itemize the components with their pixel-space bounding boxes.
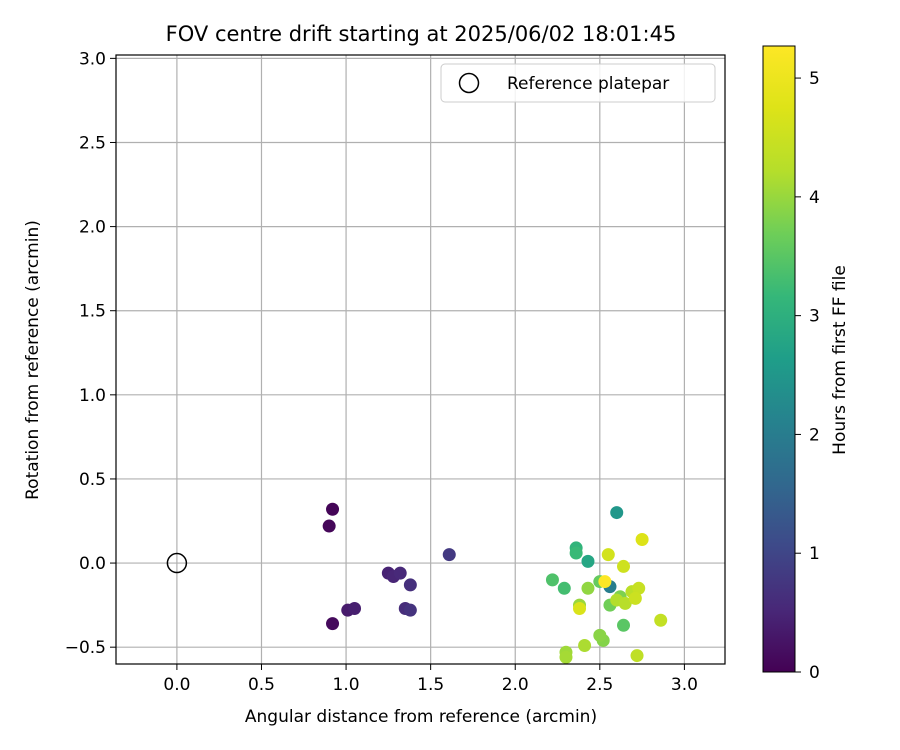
colorbar: 0 1 2 3 4 5 Hours from first FF file [762,45,850,683]
data-point [601,548,615,562]
colorbar-gradient [762,45,796,673]
data-point [654,613,668,627]
y-tick-label: 3.0 [79,49,106,69]
colorbar-tick-label: 1 [809,544,820,564]
x-tick-label: 1.0 [333,675,360,695]
data-point [545,573,559,587]
x-tick-label: 3.0 [671,675,698,695]
data-point [593,628,607,642]
legend: Reference platepar [440,63,716,103]
data-point [618,596,632,610]
y-tick-label: 0.5 [79,470,106,490]
data-point [578,638,592,652]
data-point [581,554,595,568]
plot-frame [115,54,726,665]
data-point [326,617,340,631]
data-point [393,566,407,580]
data-point [569,546,583,560]
data-point [617,618,630,632]
data-point [442,548,456,562]
y-tick-label: 2.0 [79,218,106,238]
colorbar-label: Hours from first FF file [830,265,850,455]
x-axis-label: Angular distance from reference (arcmin) [245,707,597,727]
x-tick-label: 2.5 [586,675,613,695]
chart-title: FOV centre drift starting at 2025/06/02 … [166,22,677,46]
y-axis-label: Rotation from reference (arcmin) [23,220,43,500]
data-point [632,581,646,595]
reference-platepar-marker [166,552,188,574]
colorbar-tick-label: 2 [809,425,820,445]
data-points [166,502,668,664]
colorbar-tick-label: 3 [809,307,820,327]
data-point [598,575,612,589]
y-tick-label: 1.5 [79,302,106,322]
grid-lines [116,55,725,664]
data-point [348,601,362,615]
data-point [559,650,573,664]
data-point [635,533,649,547]
y-tick-label: 1.0 [79,386,106,406]
data-point [628,591,642,605]
y-tick-label: −0.5 [65,638,106,658]
data-point [630,649,644,663]
data-point [326,502,340,516]
legend-marker-reference [458,72,480,94]
data-point [573,601,587,615]
y-axis-ticks: −0.5 0.0 0.5 1.0 1.5 2.0 2.5 3.0 [65,49,116,658]
data-point [403,578,417,592]
x-tick-label: 1.5 [417,675,444,695]
data-point [581,581,595,595]
x-tick-label: 2.0 [502,675,529,695]
x-tick-label: 0.0 [163,675,190,695]
data-point [403,603,417,617]
x-axis-ticks: 0.0 0.5 1.0 1.5 2.0 2.5 3.0 [163,664,698,695]
colorbar-ticks: 0 1 2 3 4 5 [795,69,820,683]
legend-box [440,63,716,103]
data-point [610,506,624,520]
data-point [322,519,336,533]
colorbar-tick-label: 5 [809,69,820,89]
legend-label-reference: Reference platepar [507,74,669,94]
y-tick-label: 2.5 [79,133,106,153]
colorbar-tick-label: 4 [809,188,820,208]
data-point [617,559,630,573]
x-tick-label: 0.5 [248,675,275,695]
colorbar-tick-label: 0 [809,663,820,683]
y-tick-label: 0.0 [79,554,106,574]
data-point [557,581,571,595]
